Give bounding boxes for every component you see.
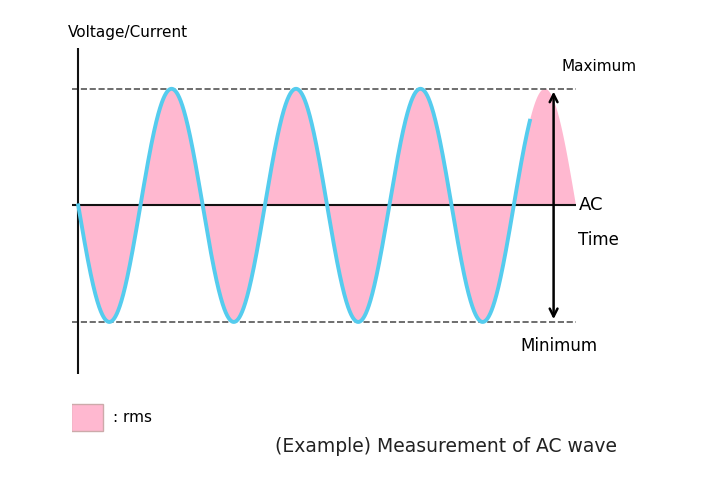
Text: Maximum: Maximum <box>561 59 636 73</box>
FancyBboxPatch shape <box>71 404 104 432</box>
Text: AC: AC <box>578 196 603 215</box>
Text: Voltage/Current: Voltage/Current <box>68 25 189 40</box>
Text: Minimum: Minimum <box>520 337 597 355</box>
Text: : rms: : rms <box>113 410 152 425</box>
Text: Time: Time <box>578 231 619 249</box>
Text: (Example) Measurement of AC wave: (Example) Measurement of AC wave <box>276 437 618 456</box>
